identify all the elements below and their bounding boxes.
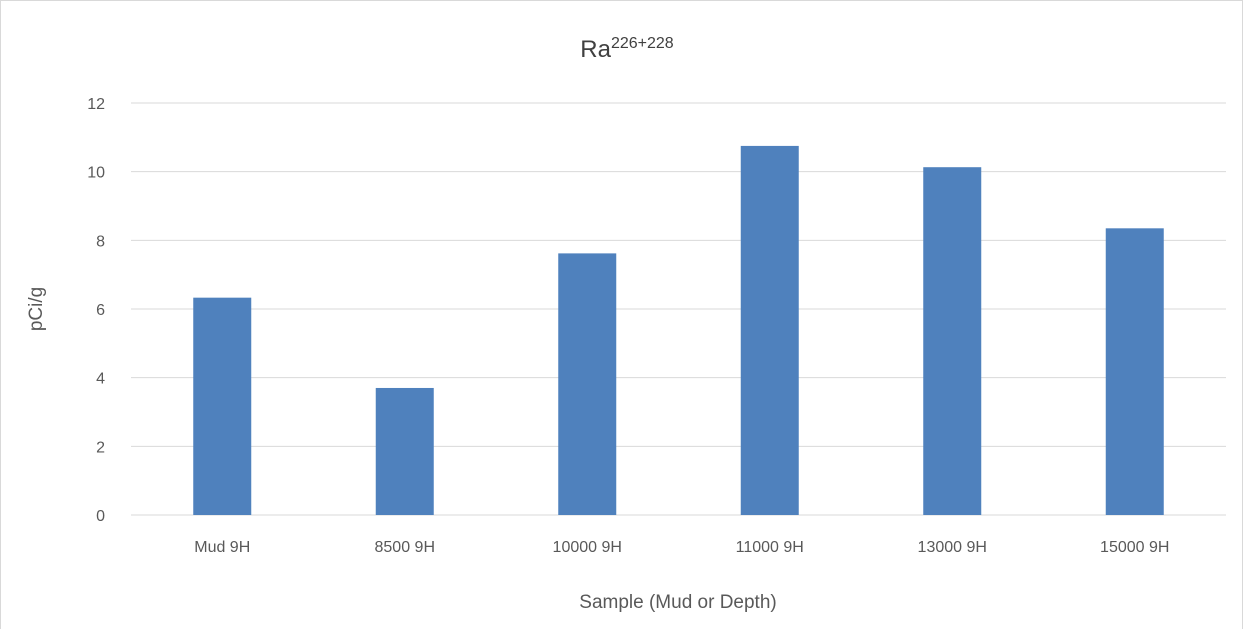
x-tick-label: 11000 9H — [736, 539, 804, 556]
y-tick-label: 6 — [96, 302, 105, 319]
y-tick-label: 10 — [87, 165, 105, 182]
chart-title-main: Ra — [580, 36, 611, 63]
bar — [558, 253, 617, 515]
x-tick-label: Mud 9H — [194, 539, 250, 556]
gridlines — [131, 102, 1226, 516]
bars — [193, 145, 1164, 516]
bar — [1105, 228, 1164, 516]
x-axis-title: Sample (Mud or Depth) — [579, 592, 776, 613]
x-tick-label: 10000 9H — [553, 539, 622, 556]
x-tick-label: 13000 9H — [918, 539, 987, 556]
chart-title-superscript: 226+228 — [611, 35, 674, 52]
bar — [193, 297, 252, 515]
y-tick-label: 2 — [96, 439, 105, 456]
bar — [740, 145, 799, 515]
x-tick-label: 15000 9H — [1100, 539, 1169, 556]
bar — [375, 387, 434, 515]
chart-title: Ra226+228 — [580, 35, 674, 63]
y-tick-label: 8 — [96, 233, 105, 250]
y-axis-title: pCi/g — [26, 287, 47, 331]
x-axis-ticks: Mud 9H 8500 9H 10000 9H 11000 9H 13000 9H 150… — [194, 539, 1169, 556]
y-tick-label: 0 — [96, 508, 105, 525]
y-tick-label: 12 — [87, 96, 105, 113]
bar — [923, 167, 982, 515]
y-axis-ticks: 0 2 4 6 8 10 12 — [87, 96, 105, 525]
x-tick-label: 8500 9H — [375, 539, 436, 556]
y-tick-label: 4 — [96, 371, 105, 388]
